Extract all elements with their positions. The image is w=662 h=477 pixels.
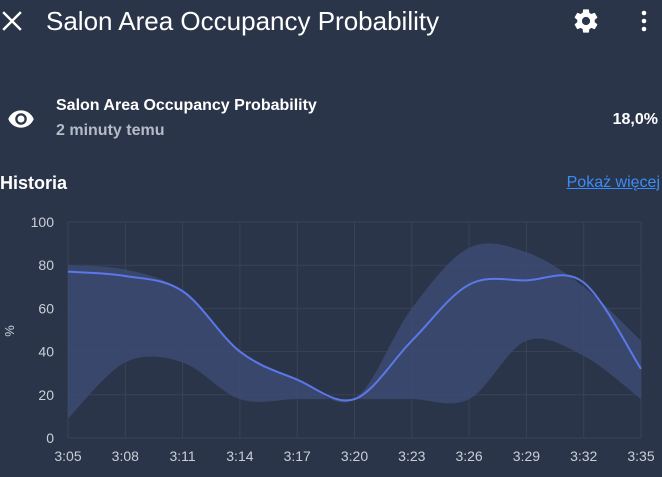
data-point[interactable] <box>65 269 71 275</box>
entity-icon-container <box>7 108 35 130</box>
settings-button[interactable] <box>572 7 600 35</box>
data-point[interactable] <box>638 366 644 372</box>
close-icon <box>2 11 22 31</box>
gear-icon <box>574 9 598 33</box>
more-options-button[interactable] <box>632 7 656 35</box>
y-tick-label: 60 <box>38 300 54 316</box>
data-point[interactable] <box>523 277 529 283</box>
data-point[interactable] <box>237 349 243 355</box>
entity-row: Salon Area Occupancy Probability 2 minut… <box>0 92 662 148</box>
x-tick-label: 3:23 <box>398 448 425 464</box>
series-line-mean <box>67 270 642 402</box>
entity-name: Salon Area Occupancy Probability <box>56 97 317 114</box>
y-tick-label: 40 <box>38 344 54 360</box>
entity-last-changed: 2 minuty temu <box>56 122 165 139</box>
x-tick-label: 3:14 <box>226 448 253 464</box>
x-tick-label: 3:29 <box>513 448 540 464</box>
more-vertical-icon <box>641 10 647 32</box>
data-point[interactable] <box>180 288 186 294</box>
x-tick-label: 3:11 <box>169 448 195 464</box>
x-tick-label: 3:08 <box>112 448 139 464</box>
data-point[interactable] <box>466 282 472 288</box>
dialog-title: Salon Area Occupancy Probability <box>46 6 440 36</box>
dialog-header: Salon Area Occupancy Probability <box>0 0 662 44</box>
y-tick-label: 20 <box>38 387 54 403</box>
eye-icon <box>8 110 34 128</box>
x-tick-label: 3:32 <box>570 448 597 464</box>
data-point[interactable] <box>294 377 300 383</box>
data-point[interactable] <box>409 338 415 344</box>
data-point[interactable] <box>352 396 358 402</box>
entity-state: 18,0% <box>612 111 658 128</box>
series-band-min-max <box>68 243 641 419</box>
data-point[interactable] <box>122 273 128 279</box>
y-tick-label: 80 <box>38 257 54 273</box>
history-title: Historia <box>0 173 68 193</box>
y-axis-label: % <box>2 325 17 337</box>
show-more-link[interactable]: Pokaż więcej <box>566 174 660 191</box>
x-tick-label: 3:05 <box>54 448 81 464</box>
x-tick-label: 3:26 <box>455 448 482 464</box>
data-point[interactable] <box>581 279 587 285</box>
x-tick-label: 3:35 <box>627 448 654 464</box>
close-button[interactable] <box>0 7 26 35</box>
x-tick-label: 3:17 <box>284 448 311 464</box>
history-chart: 0 20 40 60 80 100 3:05 3:08 3:11 3:14 3:17 3:20 3:23… <box>2 214 655 464</box>
x-tick-label: 3:20 <box>341 448 368 464</box>
y-tick-label: 0 <box>46 430 54 446</box>
y-tick-label: 100 <box>31 214 55 230</box>
